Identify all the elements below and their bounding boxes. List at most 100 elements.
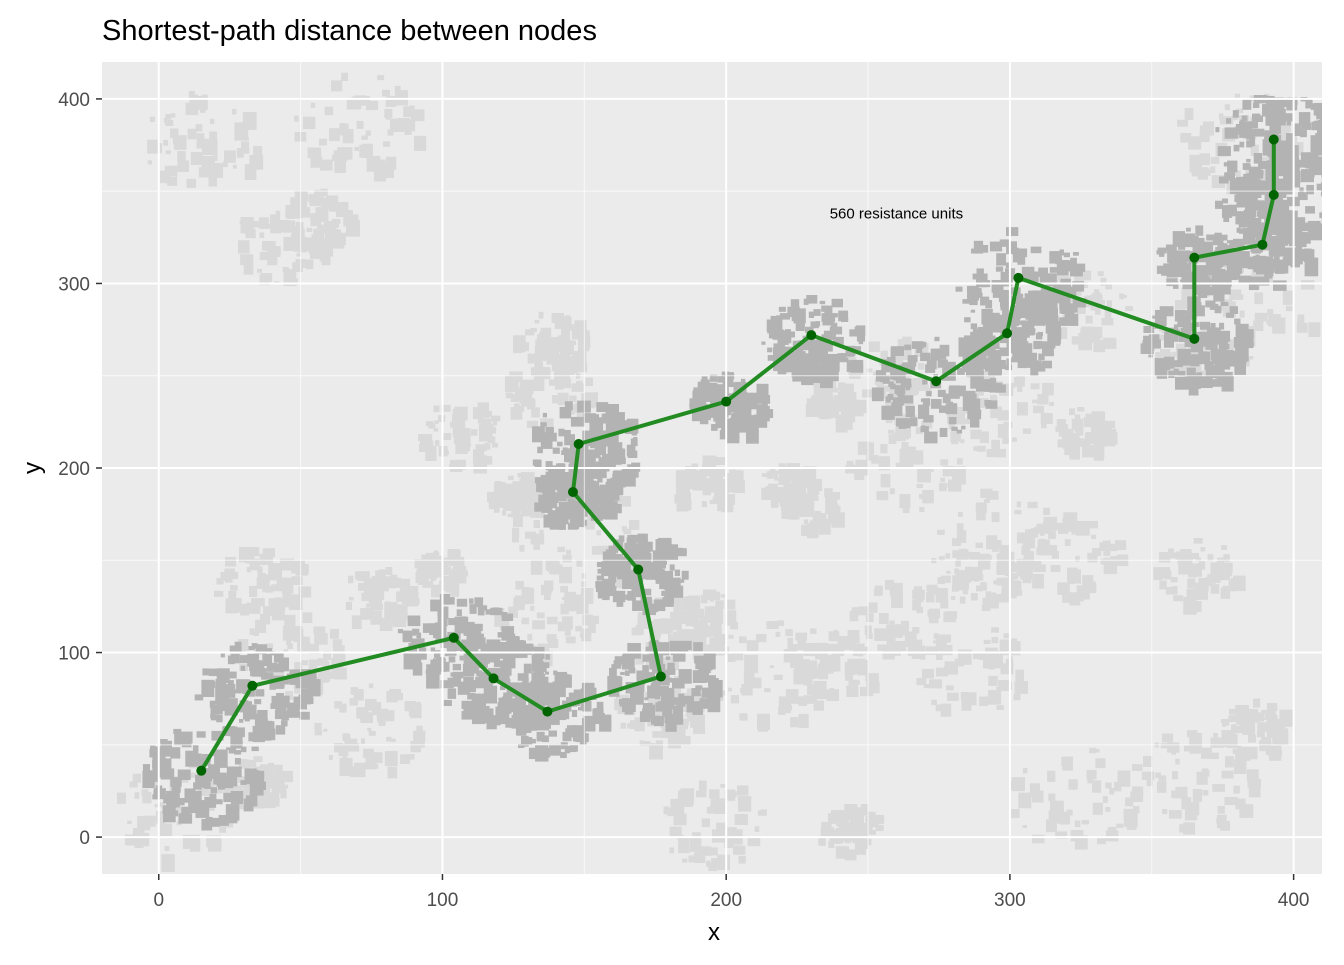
raster-cell <box>1220 719 1226 723</box>
raster-cell <box>1278 157 1292 177</box>
raster-cell <box>1175 300 1187 310</box>
raster-cell <box>1173 324 1179 328</box>
raster-cell <box>856 833 866 845</box>
raster-cell <box>254 770 265 784</box>
raster-cell <box>1297 316 1303 321</box>
raster-cell <box>797 317 805 328</box>
raster-cell <box>523 503 534 516</box>
raster-cell <box>534 319 540 324</box>
raster-cell <box>773 674 783 680</box>
raster-cell <box>629 570 639 582</box>
raster-cell <box>493 508 500 513</box>
raster-cell <box>509 718 519 728</box>
raster-cell <box>1141 771 1155 780</box>
raster-cell <box>596 701 604 710</box>
raster-cell <box>531 711 541 723</box>
raster-cell <box>497 499 504 505</box>
raster-cell <box>803 298 809 305</box>
raster-cell <box>675 470 689 486</box>
raster-cell <box>614 656 629 665</box>
raster-cell <box>1143 326 1155 333</box>
raster-cell <box>820 372 833 389</box>
raster-cell <box>1086 520 1098 529</box>
raster-cell <box>1231 115 1238 121</box>
raster-cell <box>798 713 809 728</box>
raster-cell <box>808 349 818 358</box>
raster-cell <box>988 357 997 370</box>
raster-cell <box>636 670 643 679</box>
raster-cell <box>730 621 738 630</box>
raster-cell <box>886 624 900 636</box>
raster-cell <box>422 434 433 442</box>
raster-cell <box>1245 206 1257 218</box>
raster-cell <box>996 253 1006 266</box>
raster-cell <box>164 845 170 851</box>
raster-cell <box>667 677 673 683</box>
raster-cell <box>567 501 573 508</box>
raster-cell <box>257 566 263 573</box>
raster-cell <box>616 600 624 607</box>
raster-cell <box>1008 573 1019 580</box>
raster-cell <box>858 652 864 657</box>
raster-cell <box>488 503 496 510</box>
raster-cell <box>1011 356 1020 363</box>
raster-cell <box>840 400 853 415</box>
raster-cell <box>937 348 947 360</box>
raster-cell <box>234 750 242 755</box>
raster-cell <box>961 364 968 373</box>
raster-cell <box>847 831 854 837</box>
raster-cell <box>1195 225 1204 236</box>
raster-cell <box>297 564 309 574</box>
raster-cell <box>1005 645 1012 650</box>
raster-cell <box>440 680 454 689</box>
raster-cell <box>1103 337 1117 349</box>
raster-cell <box>1182 322 1196 332</box>
raster-cell <box>1039 531 1045 536</box>
raster-cell <box>845 464 856 474</box>
raster-cell <box>1002 437 1011 444</box>
raster-cell <box>720 594 726 598</box>
raster-cell <box>665 718 677 732</box>
raster-cell <box>626 418 639 434</box>
raster-cell <box>1056 522 1066 530</box>
raster-cell <box>249 585 258 597</box>
raster-cell <box>899 494 911 509</box>
raster-cell <box>448 580 460 591</box>
raster-cell <box>528 719 537 727</box>
raster-cell <box>597 568 602 574</box>
raster-cell <box>987 595 999 609</box>
raster-cell <box>280 599 293 608</box>
raster-cell <box>1224 172 1235 181</box>
raster-cell <box>692 714 705 725</box>
raster-cell <box>545 461 553 471</box>
raster-cell <box>376 708 389 720</box>
raster-cell <box>1089 747 1097 754</box>
raster-cell <box>144 815 156 827</box>
raster-cell <box>1068 433 1080 448</box>
raster-cell <box>583 413 596 423</box>
raster-cell <box>141 789 149 797</box>
raster-cell <box>701 501 707 508</box>
raster-cell <box>803 695 817 704</box>
raster-cell <box>363 748 375 759</box>
raster-cell <box>318 208 329 223</box>
raster-cell <box>913 456 924 465</box>
raster-cell <box>544 580 554 592</box>
raster-cell <box>410 740 421 753</box>
raster-cell <box>595 581 603 588</box>
raster-cell <box>976 268 984 277</box>
raster-cell <box>812 513 827 530</box>
raster-cell <box>900 378 912 388</box>
raster-cell <box>1175 376 1189 390</box>
raster-cell <box>993 580 998 585</box>
raster-cell <box>1130 791 1144 803</box>
raster-cell <box>596 575 605 581</box>
raster-cell <box>557 441 563 447</box>
raster-cell <box>210 118 215 124</box>
raster-cell <box>1237 212 1247 223</box>
raster-cell <box>160 739 168 744</box>
raster-cell <box>681 603 689 608</box>
raster-cell <box>558 496 567 502</box>
raster-cell <box>1000 295 1013 307</box>
raster-cell <box>1016 501 1021 508</box>
